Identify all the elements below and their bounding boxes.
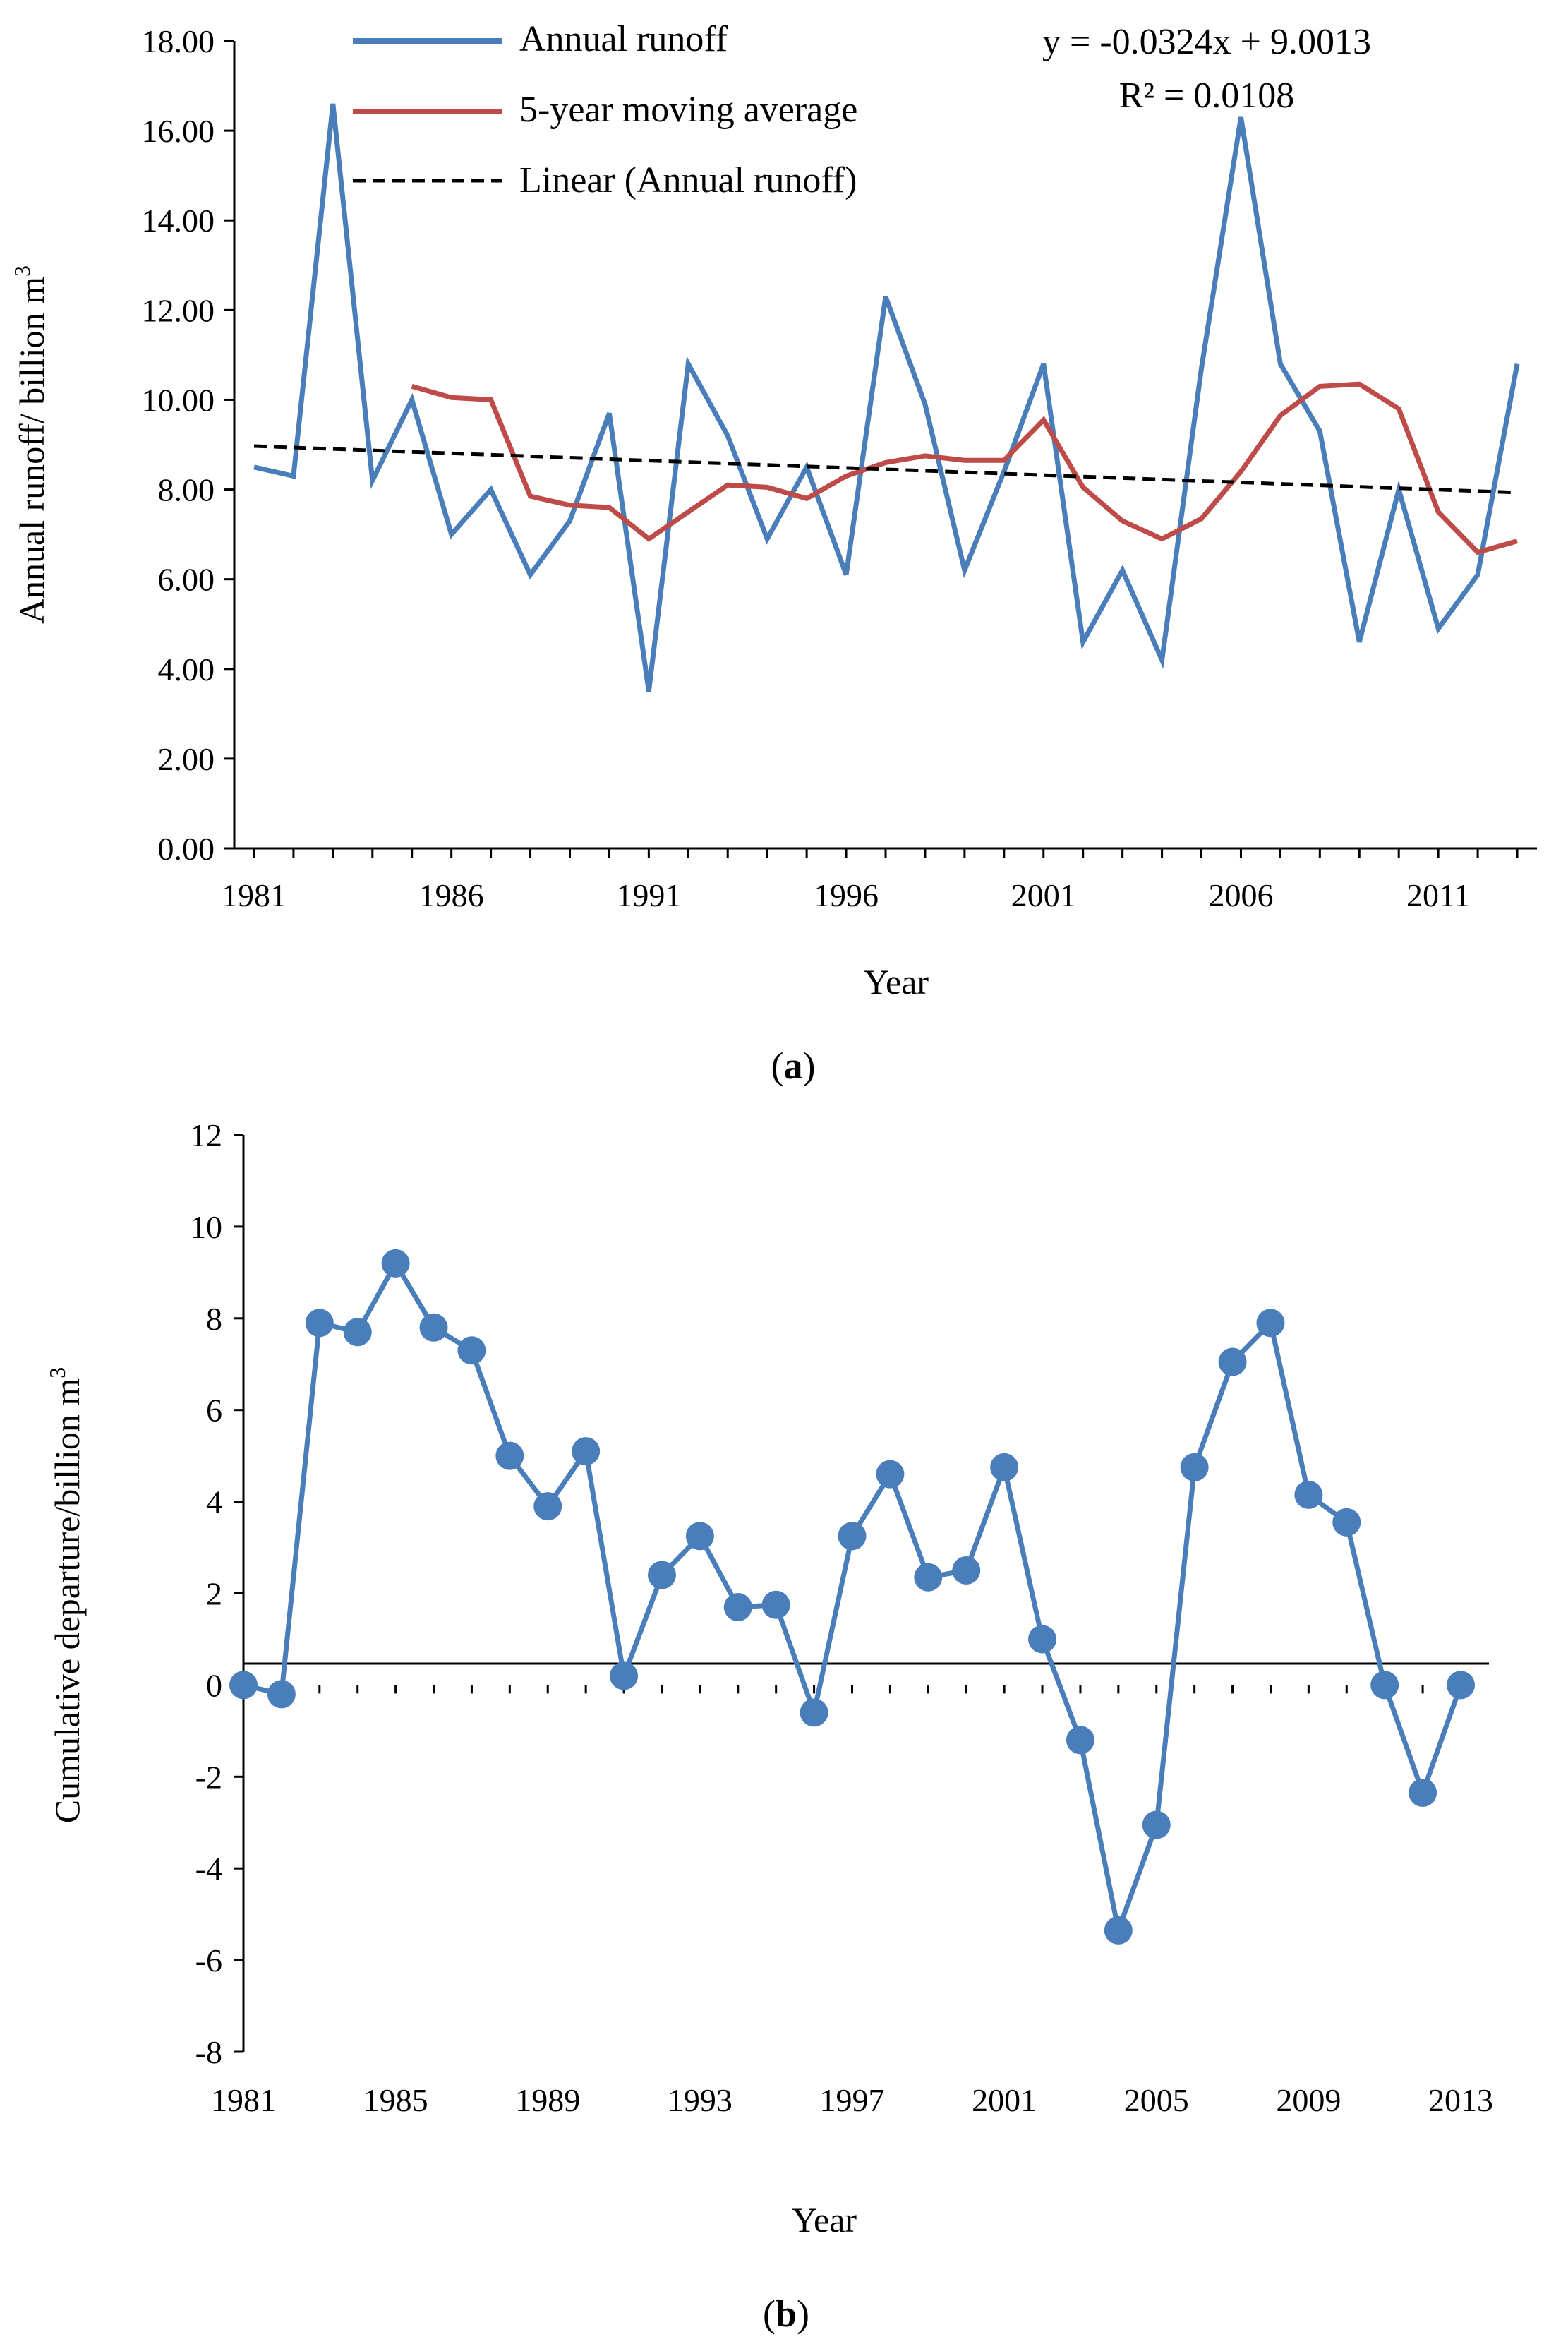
chart-b-y-tick-label: 12 xyxy=(190,1117,222,1153)
chart-b-data-point xyxy=(876,1460,905,1489)
chart-a-x-tick-label: 2006 xyxy=(1208,877,1273,913)
chart-b-data-point xyxy=(305,1309,334,1338)
chart-a-y-tick-label: 6.00 xyxy=(158,562,215,598)
chart-b-data-point xyxy=(1218,1347,1247,1376)
chart-a-r-squared: R² = 0.0108 xyxy=(1119,76,1295,116)
chart-a-y-tick-label: 10.00 xyxy=(142,382,215,418)
chart-a-x-axis-title: Year xyxy=(864,962,929,1002)
chart-b-data-point xyxy=(1409,1779,1437,1808)
chart-a-series-annual-runoff xyxy=(253,103,1520,692)
chart-a-series-moving-average xyxy=(411,381,1518,555)
chart-a-y-tick-label: 16.00 xyxy=(142,113,215,149)
chart-b-data-point xyxy=(610,1661,639,1690)
chart-b-y-tick-label: -6 xyxy=(195,1942,222,1978)
chart-b-y-tick-label: 4 xyxy=(206,1484,222,1520)
chart-a-y-tick-label: 8.00 xyxy=(158,472,215,508)
chart-b-y-tick-label: 8 xyxy=(206,1301,222,1337)
chart-b-y-tick-label: -2 xyxy=(195,1759,222,1795)
chart-a-y-axis-title-sup: 3 xyxy=(9,265,35,277)
chart-b-data-point xyxy=(267,1680,296,1709)
chart-b-data-point xyxy=(343,1318,372,1347)
chart-b: -8 -6 -4 -2 0 2 4 6 8 10 12 1981 1985 1989 1993 1997 20… xyxy=(44,1117,1493,2335)
chart-a-legend: Annual runoff 5-year moving average Line… xyxy=(353,19,857,200)
chart-a-y-tick-label: 12.00 xyxy=(142,292,215,328)
chart-b-x-tick-label: 2013 xyxy=(1428,2082,1493,2118)
chart-b-x-tick-label: 1985 xyxy=(363,2082,428,2118)
chart-b-x-tick-label: 2009 xyxy=(1276,2082,1341,2118)
chart-b-data-point xyxy=(723,1592,752,1621)
chart-a-equation: y = -0.0324x + 9.0013 xyxy=(1042,22,1371,62)
chart-b-y-tick-label: 6 xyxy=(206,1393,222,1429)
chart-b-data-point xyxy=(1028,1625,1057,1654)
chart-b-data-point xyxy=(1142,1810,1171,1839)
chart-b-data-point xyxy=(457,1336,486,1365)
chart-a-x-tick-label: 2011 xyxy=(1406,877,1470,913)
chart-b-x-tick-label: 1981 xyxy=(211,2082,276,2118)
chart-b-data-point xyxy=(1066,1726,1094,1755)
chart-b-y-tick-label: 2 xyxy=(206,1576,222,1612)
chart-b-x-tick-label: 2005 xyxy=(1124,2082,1189,2118)
chart-a-panel-label: (a) xyxy=(771,1045,816,1087)
chart-b-panel-label: (b) xyxy=(763,2292,809,2335)
chart-b-x-tick-label: 1997 xyxy=(820,2082,885,2118)
chart-a-y-tick-label: 0.00 xyxy=(158,831,215,867)
chart-b-data-point xyxy=(685,1522,714,1551)
chart-a: 0.00 2.00 4.00 6.00 8.00 10.00 12.00 14.00 16.00… xyxy=(9,19,1537,1087)
chart-a-x-tick-label: 2001 xyxy=(1011,877,1076,913)
chart-b-y-tick-label: 0 xyxy=(206,1667,222,1703)
chart-b-data-point xyxy=(533,1492,562,1521)
chart-b-y-tick-label: -4 xyxy=(195,1851,222,1887)
chart-b-panel-letter: b xyxy=(776,2292,797,2335)
chart-b-x-tick-label: 1989 xyxy=(515,2082,580,2118)
legend-label-annual-runoff: Annual runoff xyxy=(519,19,728,59)
chart-b-data-point xyxy=(1370,1671,1399,1700)
chart-b-y-tick-label: 10 xyxy=(190,1209,222,1245)
chart-b-data-point xyxy=(761,1590,790,1619)
chart-b-data-point xyxy=(381,1249,410,1278)
chart-b-data-point xyxy=(1104,1916,1133,1945)
chart-b-x-axis-title: Year xyxy=(792,2200,857,2240)
chart-b-data-point xyxy=(1332,1508,1361,1537)
chart-b-data-point xyxy=(572,1437,601,1466)
chart-a-y-axis-title: Annual runoff/ billion m3 xyxy=(9,265,52,624)
chart-a-x-tick-label: 1991 xyxy=(616,877,681,913)
chart-a-y-tick-label: 4.00 xyxy=(158,651,215,687)
chart-b-x-tick-label: 2001 xyxy=(972,2082,1037,2118)
chart-a-y-tick-label: 2.00 xyxy=(158,741,215,777)
chart-a-series-linear-trend xyxy=(253,444,1518,495)
chart-b-data-point xyxy=(1256,1309,1285,1338)
chart-b-data-point xyxy=(647,1561,676,1589)
chart-b-data-point xyxy=(1447,1671,1475,1700)
chart-b-y-axis-title-text: Cumulative departure/billion m xyxy=(47,1378,87,1824)
legend-label-moving-average: 5-year moving average xyxy=(519,90,857,130)
chart-b-data-point xyxy=(990,1453,1019,1481)
chart-b-data-point xyxy=(495,1441,524,1470)
chart-a-x-tick-label: 1981 xyxy=(222,877,287,913)
chart-b-x-tick-label: 1993 xyxy=(668,2082,732,2118)
chart-a-x-tick-label: 1986 xyxy=(419,877,484,913)
chart-b-y-axis-title-sup: 3 xyxy=(44,1367,70,1378)
chart-a-y-tick-label: 14.00 xyxy=(142,203,215,239)
chart-b-data-point xyxy=(838,1522,867,1551)
chart-a-y-tick-label: 18.00 xyxy=(142,23,215,59)
legend-label-linear: Linear (Annual runoff) xyxy=(519,160,857,200)
chart-b-data-point xyxy=(229,1671,258,1700)
chart-a-y-axis-title-text: Annual runoff/ billion m xyxy=(12,277,52,624)
chart-b-y-tick-label: -8 xyxy=(195,2034,222,2070)
chart-b-series-line xyxy=(243,1261,1464,1933)
chart-b-data-point xyxy=(1180,1453,1209,1481)
chart-b-data-point xyxy=(800,1698,828,1727)
chart-b-data-point xyxy=(914,1563,943,1592)
chart-a-panel-letter: a xyxy=(784,1045,803,1087)
chart-b-data-point xyxy=(1294,1480,1323,1509)
chart-b-y-axis-title: Cumulative departure/billion m3 xyxy=(44,1367,87,1823)
chart-b-data-point xyxy=(419,1313,448,1342)
chart-a-x-tick-label: 1996 xyxy=(814,877,879,913)
chart-b-data-point xyxy=(952,1556,981,1585)
